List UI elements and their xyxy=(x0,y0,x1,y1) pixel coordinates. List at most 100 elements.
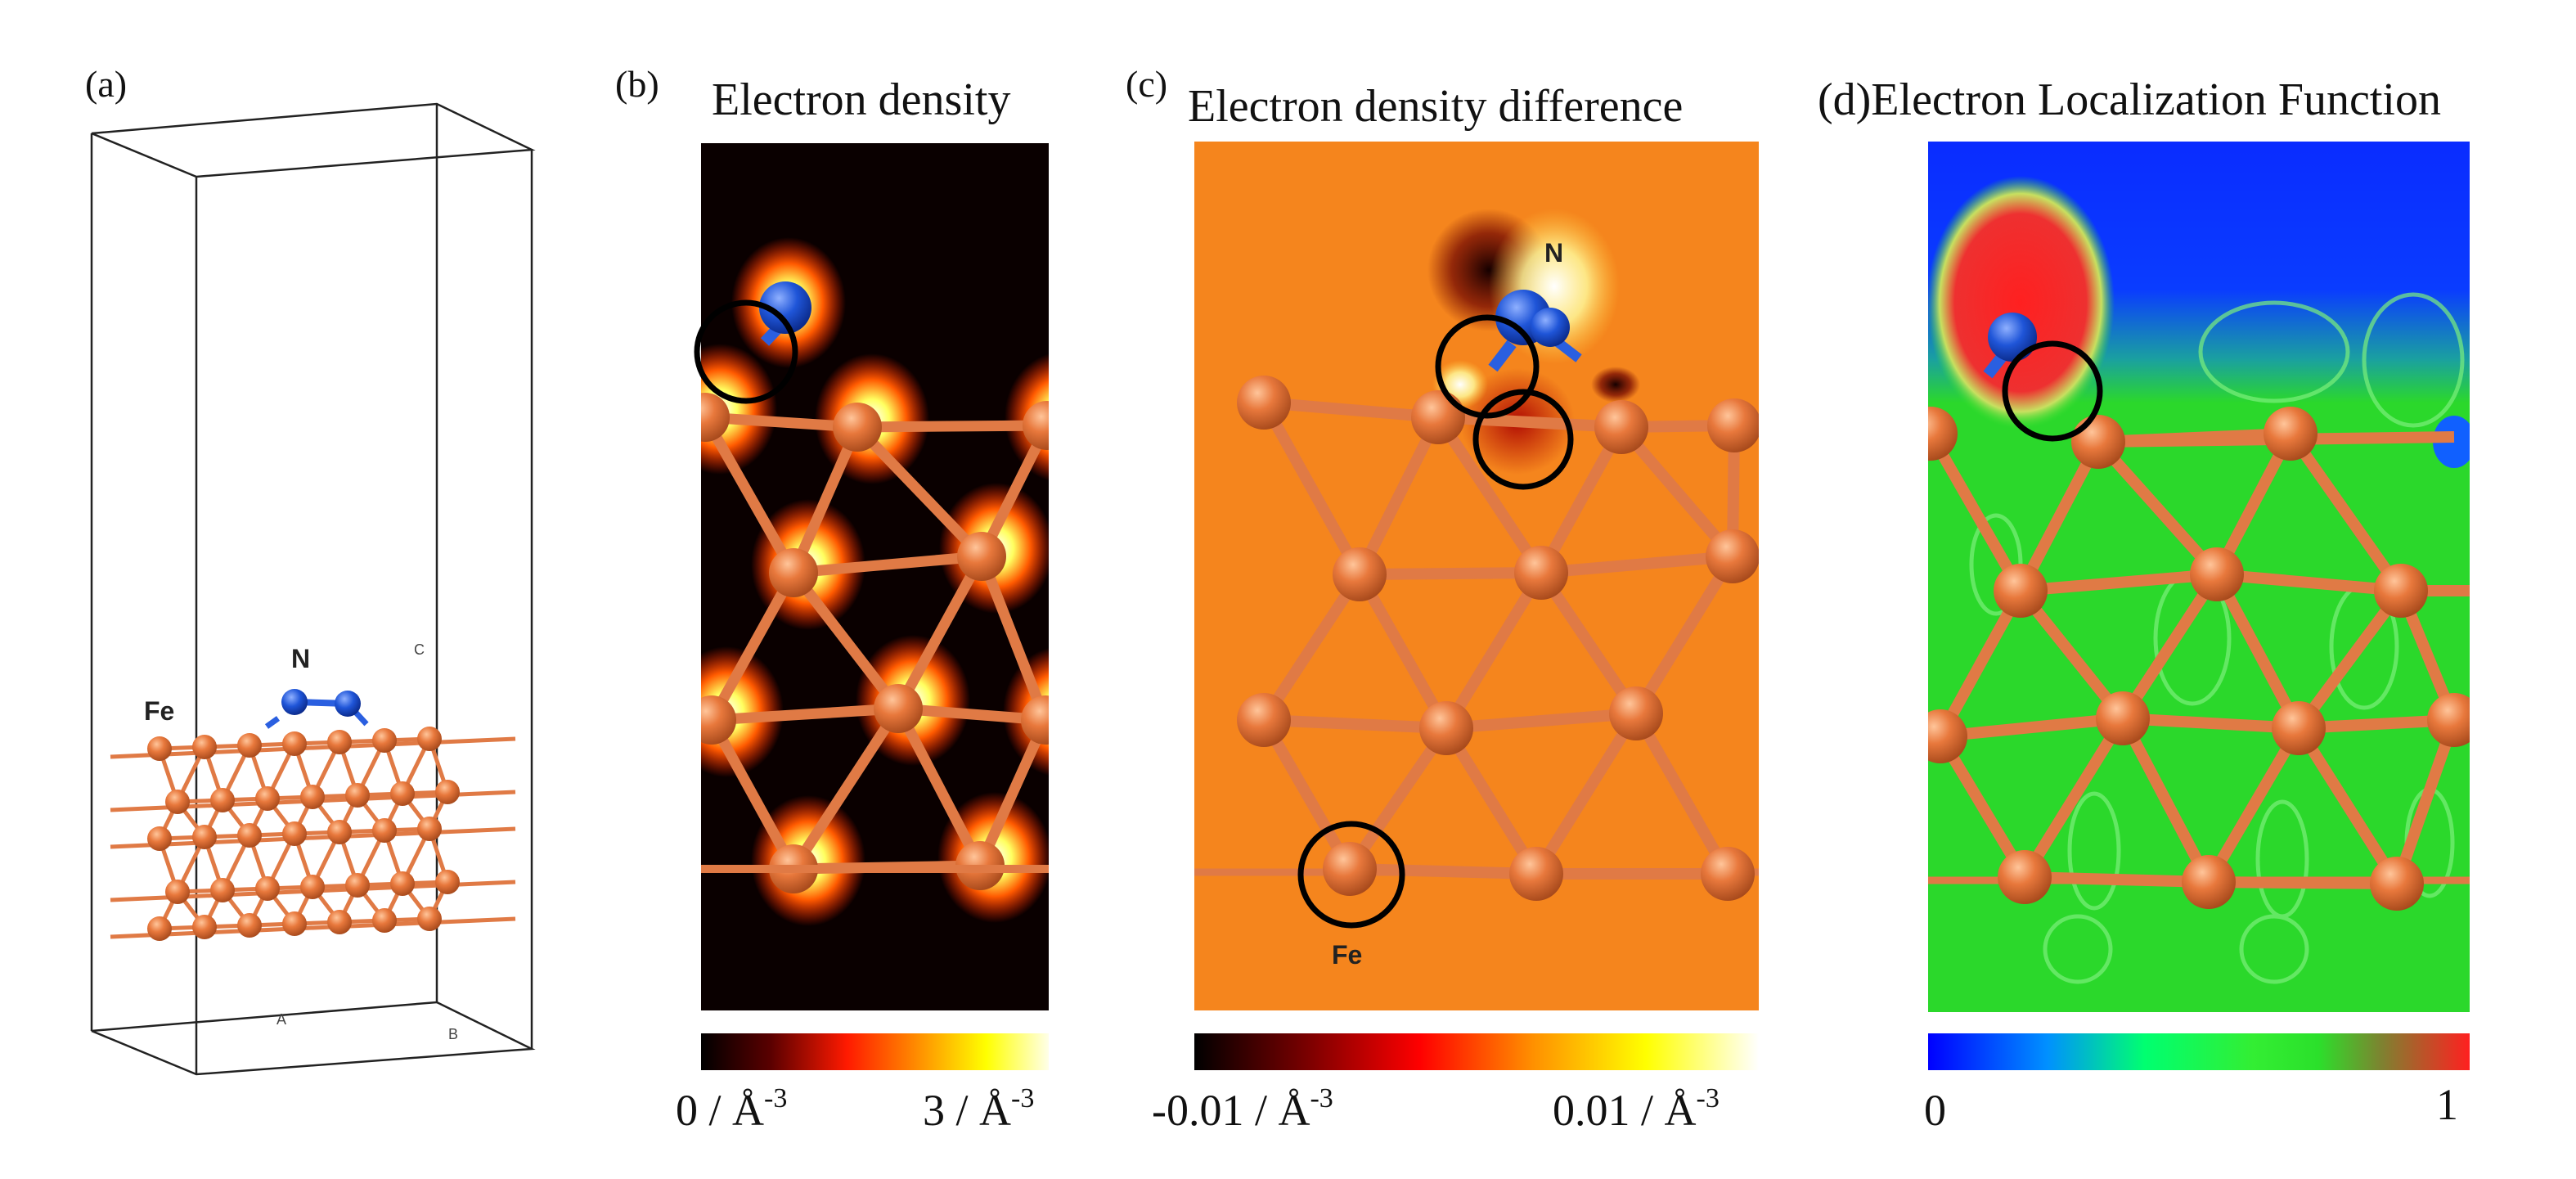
fe-atom xyxy=(1928,407,1958,461)
fe-atom xyxy=(1594,400,1648,454)
fe-atom xyxy=(1023,401,1049,450)
n-atom xyxy=(759,281,811,334)
fe-atom xyxy=(1706,529,1759,583)
fe-atom xyxy=(327,820,352,844)
axis-label-a: A xyxy=(276,1011,286,1028)
fe-atom xyxy=(210,878,235,902)
fe-bond xyxy=(2019,871,2214,888)
fe-bond xyxy=(2293,722,2403,889)
fe-atom xyxy=(435,870,460,894)
fe-atom xyxy=(701,393,730,442)
fe-atom xyxy=(210,788,235,812)
fe-atom xyxy=(1323,842,1377,896)
fe-bond xyxy=(1344,722,1452,875)
fe-atom xyxy=(192,825,217,849)
label-fe-atom: Fe xyxy=(144,696,174,726)
fe-atom xyxy=(2182,855,2236,909)
fe-atom xyxy=(1333,547,1387,601)
fe-atom xyxy=(1509,847,1563,901)
fe-bond xyxy=(2019,713,2129,883)
fe-atom xyxy=(957,532,1006,581)
fe-bond xyxy=(2093,428,2296,448)
panel-b-tag: (b) xyxy=(615,63,659,105)
fe-atom xyxy=(1237,376,1291,430)
fe-atom xyxy=(701,695,736,745)
fe-bond xyxy=(1258,714,1452,734)
fe-atom xyxy=(1514,546,1568,600)
density-peak xyxy=(1005,353,1049,481)
fe-bond xyxy=(1432,412,1627,433)
fe-bond xyxy=(1354,569,1452,734)
fe-atom xyxy=(1609,686,1663,740)
fe-atom xyxy=(390,781,415,806)
highlight-circle xyxy=(1297,821,1405,929)
fe-bond xyxy=(1354,412,1444,580)
fe-bond xyxy=(2211,569,2304,734)
fe-bond xyxy=(1928,428,2026,596)
fe-bond xyxy=(2203,876,2403,889)
fe-bond xyxy=(1258,569,1365,726)
fe-atom xyxy=(2190,547,2244,601)
fe-atom xyxy=(165,880,190,904)
fe-atom xyxy=(300,875,325,899)
fe-atom xyxy=(1928,709,1967,763)
label-fe-atom: Fe xyxy=(1332,940,1362,970)
fe-atom xyxy=(255,876,280,901)
fe-bond xyxy=(110,736,516,759)
n-atom xyxy=(1988,313,2037,362)
fe-bond xyxy=(1258,397,1444,423)
fe-atom xyxy=(833,403,882,452)
fe-bond xyxy=(2117,713,2214,888)
panel-c-tag: (c) xyxy=(1126,63,1167,105)
fe-bond xyxy=(892,703,1049,726)
fe-atom xyxy=(237,823,262,848)
n2-molecule xyxy=(264,689,369,729)
fe-bond xyxy=(788,703,904,875)
fe-bond xyxy=(1441,722,1542,880)
colorbar-density xyxy=(701,1033,1049,1070)
fe-bond xyxy=(2211,569,2407,596)
fe-atom xyxy=(1994,564,2048,618)
axis-label-c: C xyxy=(414,641,425,658)
fe-atom xyxy=(147,916,172,941)
fe-atom xyxy=(147,826,172,851)
fe-bond xyxy=(1354,567,1547,580)
fe-bond xyxy=(701,412,863,433)
fe-atom xyxy=(435,780,460,804)
panel-d: (d)Electron Localization Function xyxy=(1818,74,2470,1135)
colorbar-elf-min: 0 xyxy=(1924,1086,1946,1135)
fe-atom xyxy=(1419,701,1473,755)
fe-atom xyxy=(345,873,370,898)
colorbar-density-min: 0 / Å-3 xyxy=(676,1083,787,1135)
fe-atom xyxy=(372,728,397,753)
fe-atom xyxy=(255,786,280,811)
fe-bond xyxy=(852,420,1049,433)
colorbar-elf xyxy=(1928,1033,2470,1070)
fe-bond xyxy=(110,916,516,939)
fe-atom xyxy=(372,908,397,933)
fe-bond xyxy=(706,714,799,875)
fe-atom xyxy=(417,727,442,751)
fe-bond xyxy=(1535,421,1627,578)
difference-lattice xyxy=(1194,376,1759,901)
fe-atom xyxy=(147,736,172,761)
fe-atom xyxy=(769,548,818,597)
fe-atom xyxy=(2264,407,2318,461)
fe-atom xyxy=(2096,691,2150,745)
fe-atom xyxy=(1237,693,1291,747)
fe-bond xyxy=(2015,436,2104,596)
highlight-circle xyxy=(694,299,798,404)
n-atom xyxy=(281,689,308,715)
colorbar-difference xyxy=(1194,1033,1759,1070)
fe-bond xyxy=(1616,421,1738,562)
fe-atom xyxy=(237,733,262,758)
fe-bond xyxy=(1630,708,1733,880)
fe-bond xyxy=(1258,397,1365,580)
fe-bond xyxy=(788,421,863,578)
fe-atom xyxy=(1998,850,2052,904)
fe-atom xyxy=(192,735,217,759)
fe-atom xyxy=(282,911,307,936)
fe-bond xyxy=(2015,569,2223,596)
fe-atom xyxy=(417,907,442,931)
